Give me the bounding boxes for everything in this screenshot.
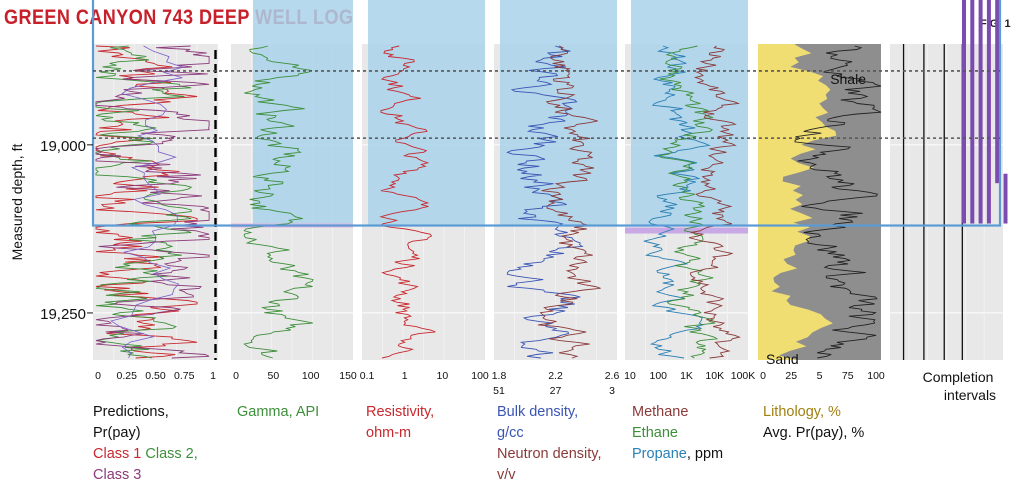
- legend-entry: Gamma, API: [237, 404, 320, 420]
- legend-entry: ohm-m: [366, 425, 412, 441]
- class2-curve: [95, 45, 193, 359]
- ppay-curve: [110, 45, 185, 359]
- x-tick-label-gas: 1K: [680, 370, 693, 382]
- legend-entry: Propane: [632, 446, 687, 462]
- legend-entry: Bulk density,: [497, 404, 579, 420]
- x-tick-label-lithology: 100: [867, 370, 885, 382]
- x-tick-label-gamma: 100: [302, 370, 320, 382]
- legend-entry: Lithology, %: [763, 404, 841, 420]
- x-tick-label-predictions: 0.25: [117, 370, 138, 382]
- x-tick-label-density: 2.6: [605, 370, 620, 382]
- completion-label: intervals: [944, 387, 996, 403]
- x-tick-label-lithology: 25: [785, 370, 797, 382]
- legend-entry: Resistivity,: [366, 404, 435, 420]
- x-tick-label-density: 2.2: [548, 370, 563, 382]
- x-tick-label-secondary: 27: [550, 385, 562, 397]
- x-tick-label-lithology: 0: [760, 370, 766, 382]
- legend-entry: Class 3: [93, 467, 142, 483]
- class1-curve: [95, 45, 198, 359]
- x-tick-label-density: 1.8: [492, 370, 507, 382]
- x-tick-label-predictions: 0.75: [174, 370, 195, 382]
- legend-gas: Methane Ethane Propane, ppm: [632, 402, 723, 465]
- pay-zone-box: [91, 0, 1002, 227]
- methane-curve: [688, 45, 741, 359]
- x-tick-label-gamma: 150: [339, 370, 357, 382]
- pay-zone-shading: [631, 0, 748, 226]
- x-tick-label-gamma: 0: [233, 370, 239, 382]
- x-tick-label-lithology: 5: [817, 370, 823, 382]
- completion-interval: [978, 0, 983, 224]
- legend-resistivity: Resistivity, ohm-m: [366, 402, 434, 444]
- y-axis-label: Measured depth, ft: [9, 144, 25, 261]
- legend-entry: Class 2,: [145, 446, 198, 462]
- legend-entry: Predictions,: [93, 404, 169, 420]
- legend-gamma: Gamma, API: [237, 402, 319, 423]
- x-tick-label-gas: 10: [624, 370, 636, 382]
- avg-ppay-curve: [794, 45, 882, 359]
- legend-predictions: Predictions, Pr(pay) Class 1 Class 2, Class…: [93, 402, 198, 486]
- x-tick-label-resistivity: 10: [436, 370, 448, 382]
- neutron-density-curve: [537, 45, 601, 359]
- track-curves: Shale Sand: [94, 0, 1008, 367]
- x-tick-label-predictions: 0.50: [145, 370, 166, 382]
- legend-density: Bulk density, g/cc Neutron density, v/v: [497, 402, 602, 486]
- x-tick-label-predictions: 1: [210, 370, 216, 382]
- legend-entry: Class 1: [93, 446, 146, 462]
- completion-interval: [995, 0, 1000, 184]
- propane-curve: [643, 45, 711, 359]
- x-tick-label-resistivity: 1: [402, 370, 408, 382]
- pay-zone-shading: [368, 0, 485, 226]
- ethane-curve: [657, 45, 719, 359]
- sand-fill: [758, 44, 837, 360]
- bulk-density-curve: [506, 45, 584, 359]
- completion-interval: [970, 0, 975, 224]
- x-tick-label-resistivity: 0.1: [360, 370, 375, 382]
- gamma-curve: [243, 45, 314, 359]
- sand-label: Sand: [766, 351, 799, 367]
- x-tick-label-resistivity: 100: [471, 370, 489, 382]
- x-tick-label-secondary: 51: [493, 385, 505, 397]
- legend-entry: Methane: [632, 404, 689, 420]
- resistivity-curve: [379, 45, 436, 359]
- legend-entry: v/v: [497, 467, 516, 483]
- x-tick-label-gamma: 50: [267, 370, 279, 382]
- legend-entry: g/cc: [497, 425, 524, 441]
- x-tick-label-gas: 100: [649, 370, 667, 382]
- legend-entry: Neutron density,: [497, 446, 602, 462]
- x-tick-label-predictions: 0: [95, 370, 101, 382]
- completion-label: Completion: [923, 369, 994, 385]
- class3-curve: [94, 45, 210, 359]
- x-tick-label-gas: 100K: [731, 370, 756, 382]
- y-tick-label: 19,000: [40, 138, 86, 155]
- bottom-marker-band: [625, 227, 748, 234]
- legend-entry: Ethane: [632, 425, 678, 441]
- legend-lithology: Lithology, % Avg. Pr(pay), %: [763, 402, 864, 444]
- x-tick-label-secondary: 3: [609, 385, 615, 397]
- y-tick-label: 19,250: [40, 306, 86, 323]
- legend-entry: , ppm: [686, 446, 724, 462]
- x-tick-label-gas: 10K: [705, 370, 724, 382]
- completion-interval: [986, 0, 991, 224]
- x-tick-label-lithology: 75: [842, 370, 854, 382]
- completion-interval: [1003, 173, 1008, 224]
- completion-interval: [962, 0, 966, 224]
- legend-entry: Avg. Pr(pay), %: [763, 425, 865, 441]
- shale-label: Shale: [830, 71, 866, 87]
- legend-entry: Pr(pay): [93, 425, 141, 441]
- interval-overlays: [91, 0, 1002, 227]
